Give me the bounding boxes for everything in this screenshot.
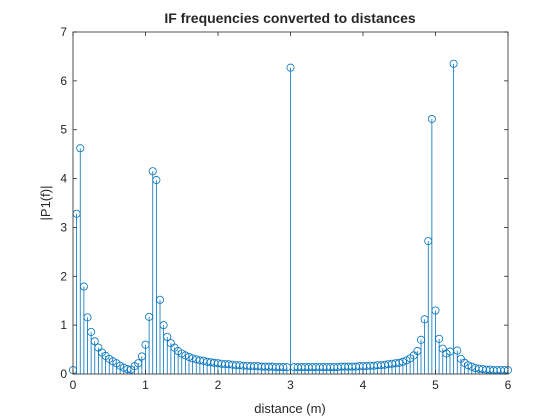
y-axis-label: |P1(f)| bbox=[38, 186, 53, 221]
x-tick-label: 3 bbox=[287, 378, 294, 392]
y-tick-label: 2 bbox=[60, 269, 67, 283]
x-axis-ticks: 0 1 2 3 4 5 6 bbox=[70, 32, 512, 392]
y-tick-label: 6 bbox=[60, 74, 67, 88]
y-tick-label: 7 bbox=[60, 25, 67, 39]
stem-marker bbox=[184, 352, 193, 361]
stem-marker bbox=[159, 321, 168, 330]
x-tick-label: 2 bbox=[215, 378, 222, 392]
stem-marker bbox=[90, 337, 99, 346]
x-tick-label: 5 bbox=[432, 378, 439, 392]
stem-marker bbox=[155, 295, 164, 304]
x-tick-label: 0 bbox=[70, 378, 77, 392]
stem-marker bbox=[79, 282, 88, 291]
y-tick-label: 0 bbox=[60, 367, 67, 381]
stem-marker bbox=[163, 332, 172, 341]
stem-marker bbox=[76, 144, 85, 153]
stem-marker bbox=[119, 363, 128, 372]
stem-marker bbox=[453, 346, 462, 355]
stem-marker bbox=[431, 306, 440, 315]
chart-title: IF frequencies converted to distances bbox=[164, 10, 416, 26]
stem-marker bbox=[464, 361, 473, 370]
y-tick-label: 4 bbox=[60, 172, 67, 186]
y-tick-label: 5 bbox=[60, 123, 67, 137]
stem-marker bbox=[87, 327, 96, 336]
data-series bbox=[69, 59, 512, 375]
stem-marker bbox=[467, 362, 476, 371]
x-tick-label: 4 bbox=[360, 378, 367, 392]
stem-marker bbox=[286, 63, 295, 72]
stem-marker bbox=[188, 354, 197, 363]
y-tick-label: 1 bbox=[60, 318, 67, 332]
x-axis-label: distance (m) bbox=[254, 401, 326, 416]
stem-marker bbox=[181, 351, 190, 360]
stem-marker bbox=[449, 59, 458, 68]
stem-marker bbox=[435, 334, 444, 343]
stem-marker bbox=[427, 114, 436, 123]
y-tick-label: 3 bbox=[60, 220, 67, 234]
stem-marker bbox=[148, 167, 157, 176]
stem-marker bbox=[123, 365, 132, 374]
stem-marker bbox=[83, 313, 92, 322]
x-tick-label: 6 bbox=[505, 378, 512, 392]
x-tick-label: 1 bbox=[142, 378, 149, 392]
stem-marker bbox=[152, 176, 161, 185]
y-axis-ticks: 0 1 2 3 4 5 6 7 bbox=[60, 25, 508, 381]
